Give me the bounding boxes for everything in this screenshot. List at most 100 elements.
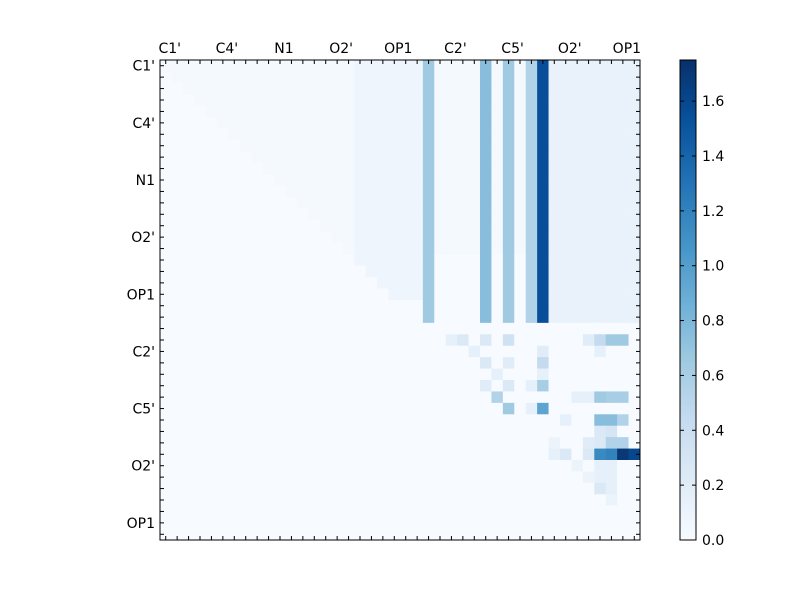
heatmap-cell [502, 471, 515, 484]
heatmap-cell [251, 128, 264, 141]
heatmap-cell [274, 151, 287, 164]
heatmap-cell [205, 300, 218, 312]
heatmap-cell [171, 437, 184, 449]
heatmap-cell [320, 94, 332, 107]
heatmap-cell [457, 460, 469, 472]
heatmap-cell [274, 197, 287, 209]
heatmap-cell [365, 505, 378, 518]
heatmap-cell [205, 517, 218, 529]
heatmap-cell [457, 448, 469, 461]
heatmap-cell [160, 460, 172, 472]
heatmap-cell [628, 197, 641, 209]
heatmap-cell [525, 391, 538, 404]
heatmap-cell [571, 197, 584, 209]
heatmap-cell [548, 311, 561, 324]
heatmap-cell [274, 174, 287, 187]
heatmap-cell [594, 231, 607, 244]
heatmap-cell [194, 471, 207, 484]
heatmap-cell [617, 105, 629, 118]
heatmap-cell [480, 140, 492, 152]
heatmap-cell [365, 414, 378, 427]
heatmap-cell [377, 140, 389, 152]
heatmap-cell [331, 368, 344, 381]
heatmap-cell [491, 140, 504, 152]
heatmap-cell [320, 402, 332, 415]
heatmap-cell [354, 402, 367, 415]
heatmap-cell [400, 197, 412, 209]
heatmap-cell [594, 105, 607, 118]
heatmap-cell [365, 60, 378, 72]
y-tick-label: C1' [132, 59, 155, 75]
heatmap-cell [262, 71, 275, 84]
heatmap-cell [331, 334, 344, 347]
heatmap-cell [491, 105, 504, 118]
heatmap-cell [194, 288, 207, 301]
heatmap-cell [228, 460, 241, 472]
heatmap-cell [560, 311, 572, 324]
heatmap-cell [514, 117, 527, 129]
heatmap-cell [320, 197, 332, 209]
heatmap-cell [594, 208, 607, 221]
heatmap-cell [468, 140, 481, 152]
heatmap-cell [354, 151, 367, 164]
heatmap-cell [377, 174, 389, 187]
heatmap-cell [605, 357, 618, 369]
heatmap-cell [480, 117, 492, 129]
heatmap-cell [491, 482, 504, 495]
heatmap-cell [320, 151, 332, 164]
heatmap-cell [514, 71, 527, 84]
heatmap-cell [548, 174, 561, 187]
heatmap-cell [571, 265, 584, 278]
heatmap-cell [628, 105, 641, 118]
heatmap-cell [308, 288, 321, 301]
heatmap-cell [411, 60, 424, 72]
heatmap-cell [491, 357, 504, 369]
heatmap-cell [377, 402, 389, 415]
heatmap-cell [411, 528, 424, 541]
heatmap-cell [251, 322, 264, 335]
heatmap-cell [480, 185, 492, 198]
heatmap-cell [594, 357, 607, 369]
heatmap-cell [194, 60, 207, 72]
heatmap-cell [491, 505, 504, 518]
heatmap-cell [217, 402, 229, 415]
heatmap-cell [537, 277, 549, 289]
heatmap-cell [194, 185, 207, 198]
heatmap-cell [308, 242, 321, 255]
heatmap-cell [160, 311, 172, 324]
heatmap-cell [320, 71, 332, 84]
heatmap-cell [365, 300, 378, 312]
heatmap-cell [502, 105, 515, 118]
heatmap-cell [628, 391, 641, 404]
heatmap-cell [628, 231, 641, 244]
heatmap-cell [217, 220, 229, 232]
heatmap-cell [582, 208, 595, 221]
heatmap-cell [491, 117, 504, 129]
heatmap-cell [388, 437, 401, 449]
heatmap-cell [331, 517, 344, 529]
heatmap-cell [228, 311, 241, 324]
heatmap-cell [445, 82, 458, 95]
heatmap-cell [228, 151, 241, 164]
heatmap-cell [297, 151, 309, 164]
x-tick-label: O2' [329, 41, 353, 57]
heatmap-cell [205, 391, 218, 404]
heatmap-cell [297, 300, 309, 312]
heatmap-cell [308, 185, 321, 198]
heatmap-cell [308, 140, 321, 152]
heatmap-cell [457, 288, 469, 301]
heatmap-cell [297, 345, 309, 358]
heatmap-cell [434, 380, 447, 392]
heatmap-cell [422, 471, 435, 484]
heatmap-cell [514, 425, 527, 438]
heatmap-cell [457, 414, 469, 427]
heatmap-cell [251, 185, 264, 198]
heatmap-cell [502, 140, 515, 152]
heatmap-cell [171, 345, 184, 358]
heatmap-cell [400, 288, 412, 301]
heatmap-cell [537, 288, 549, 301]
heatmap-cell [594, 300, 607, 312]
heatmap-cell [205, 334, 218, 347]
heatmap-cell [525, 322, 538, 335]
heatmap-cell [182, 140, 195, 152]
